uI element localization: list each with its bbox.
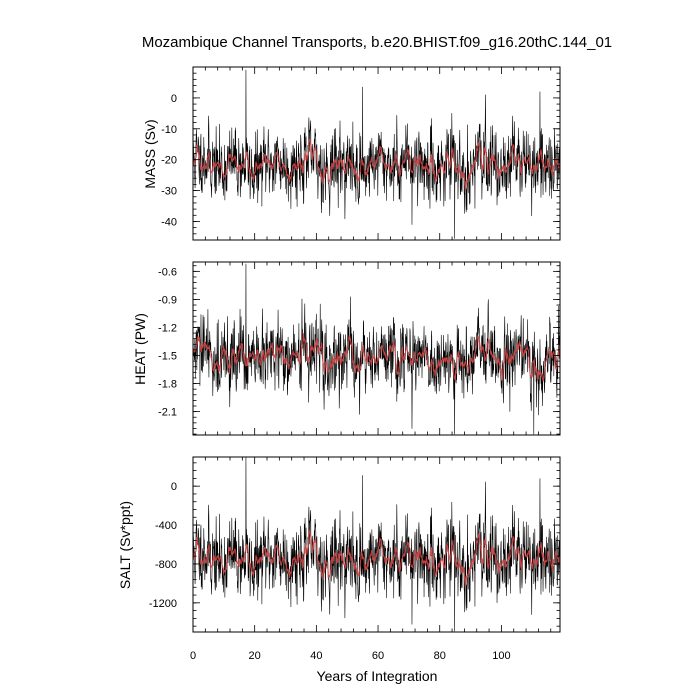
heat-running-mean-line (192, 332, 561, 382)
mass-series (192, 69, 561, 239)
mass-ytick-label: 0 (171, 93, 177, 105)
salt-series (192, 456, 561, 632)
salt-ytick-label: -1200 (149, 598, 177, 610)
mass-ticks: 0 -10 -20 -30 -40 (161, 66, 560, 241)
salt-running-mean-line (192, 530, 561, 587)
chart-title: Mozambique Channel Transports, b.e20.BHI… (142, 34, 612, 51)
x-tick-label: 40 (310, 650, 322, 662)
panel-salt: 0 -400 -800 -1200 SALT (Sv*ppt) (117, 456, 561, 633)
salt-ticks: 0 -400 -800 -1200 (149, 457, 560, 632)
x-tick-label: 60 (372, 650, 384, 662)
heat-ytick-label: -1.2 (158, 322, 177, 334)
mass-monthly-line (192, 69, 561, 239)
x-axis-label: Years of Integration (317, 668, 438, 684)
panel-heat: -0.6 -0.9 -1.2 -1.5 -1.8 -2.1 HEAT (PW) (132, 261, 561, 436)
x-tick-label: 20 (249, 650, 261, 662)
heat-ytick-label: -2.1 (158, 407, 177, 419)
heat-series (192, 263, 561, 435)
x-tick-label: 100 (492, 650, 510, 662)
mass-ytick-label: -10 (161, 124, 177, 136)
salt-monthly-line (192, 456, 561, 632)
salt-ytick-label: -800 (155, 559, 177, 571)
x-tick-label: 0 (190, 650, 196, 662)
heat-plot-frame (192, 261, 561, 436)
x-axis: 0 20 40 60 80 100 (190, 650, 511, 662)
mass-ytick-label: -30 (161, 186, 177, 198)
salt-plot-frame (192, 456, 561, 633)
x-tick-label: 80 (434, 650, 446, 662)
salt-ytick-label: 0 (171, 481, 177, 493)
heat-ytick-label: -0.9 (158, 294, 177, 306)
mass-ytick-label: -20 (161, 155, 177, 167)
salt-ytick-label: -400 (155, 520, 177, 532)
mass-running-mean-line (192, 138, 561, 191)
mass-ylabel: MASS (Sv) (142, 119, 158, 188)
panel-mass: 0 -10 -20 -30 -40 MASS (Sv) (142, 66, 561, 241)
salt-ylabel: SALT (Sv*ppt) (117, 501, 133, 589)
heat-ytick-label: -1.8 (158, 379, 177, 391)
heat-ytick-label: -0.6 (158, 266, 177, 278)
heat-ytick-label: -1.5 (158, 351, 177, 363)
mass-ytick-label: -40 (161, 216, 177, 228)
heat-ticks: -0.6 -0.9 -1.2 -1.5 -1.8 -2.1 (158, 262, 560, 435)
heat-monthly-line (192, 263, 561, 435)
heat-ylabel: HEAT (PW) (132, 313, 148, 385)
